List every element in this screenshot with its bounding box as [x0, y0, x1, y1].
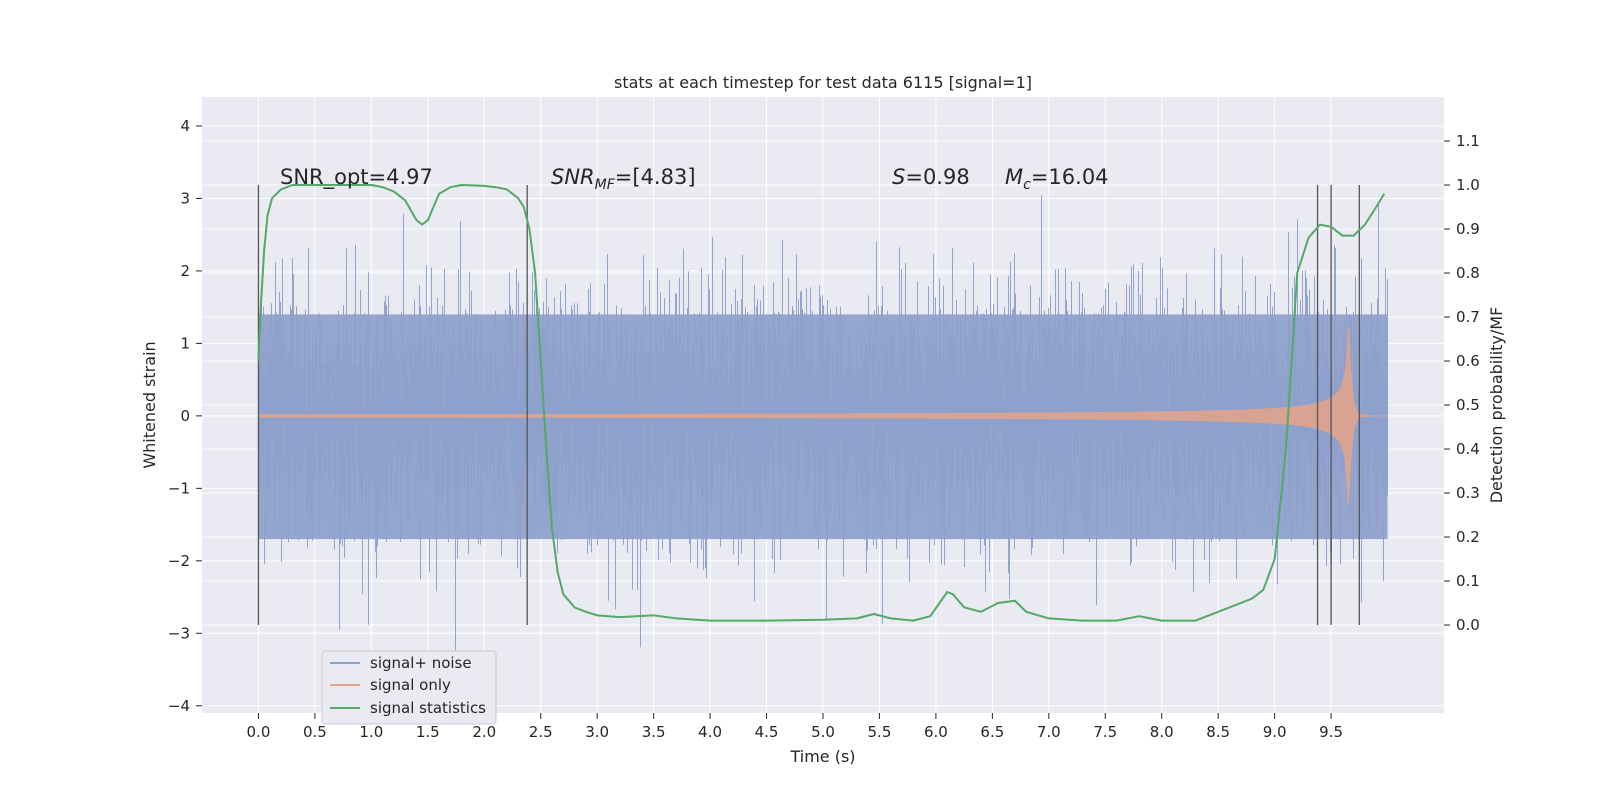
- series-signal-noise: [258, 195, 1388, 664]
- legend-label-signal-noise: signal+ noise: [370, 654, 472, 672]
- x-tick-label: 7.0: [1037, 723, 1061, 741]
- x-tick-label: 3.5: [642, 723, 666, 741]
- x-axis-label: Time (s): [789, 747, 855, 766]
- y-tick-label: 3: [180, 189, 190, 207]
- annotation-snr-opt: SNR_opt=4.97: [280, 165, 433, 190]
- y-right-tick-label: 0.0: [1456, 616, 1480, 634]
- x-tick-label: 9.5: [1319, 723, 1343, 741]
- y-tick-label: 1: [180, 334, 190, 352]
- y-tick-label: −2: [168, 552, 190, 570]
- x-tick-label: 0.5: [303, 723, 327, 741]
- x-tick-label: 1.5: [416, 723, 440, 741]
- y-axis-right-ticks: 0.0 0.1 0.2 0.3 0.4 0.5 0.6 0.7 0.8 0.9 1.0 1.1: [1444, 132, 1480, 634]
- y-axis-label: Whitened strain: [140, 341, 159, 468]
- y-tick-label: 2: [180, 262, 190, 280]
- y-tick-label: −3: [168, 624, 190, 642]
- legend-label-signal-only: signal only: [370, 676, 451, 694]
- vertical-markers: [257, 185, 1360, 625]
- series-signal-only: [257, 328, 1388, 503]
- y-right-tick-label: 1.1: [1456, 132, 1480, 150]
- y-right-tick-label: 0.4: [1456, 440, 1480, 458]
- chirp-trace: [257, 328, 1388, 503]
- x-tick-label: 6.0: [924, 723, 948, 741]
- x-tick-label: 1.0: [359, 723, 383, 741]
- y-right-tick-label: 0.1: [1456, 572, 1480, 590]
- y-axis-ticks: −4 −3 −2 −1 0 1 2 3 4: [168, 117, 202, 715]
- x-tick-label: 4.0: [698, 723, 722, 741]
- x-tick-label: 7.5: [1093, 723, 1117, 741]
- y-right-tick-label: 0.6: [1456, 352, 1480, 370]
- statistics-line: [257, 184, 1386, 622]
- x-tick-label: 2.0: [472, 723, 496, 741]
- y-tick-label: 0: [180, 407, 190, 425]
- y-right-tick-label: 0.8: [1456, 264, 1480, 282]
- y-right-tick-label: 0.7: [1456, 308, 1480, 326]
- x-tick-label: 8.5: [1206, 723, 1230, 741]
- y-right-tick-label: 0.3: [1456, 484, 1480, 502]
- x-tick-label: 0.0: [247, 723, 271, 741]
- x-tick-label: 4.5: [755, 723, 779, 741]
- x-tick-label: 2.5: [529, 723, 553, 741]
- series-signal-statistics: [257, 184, 1386, 622]
- x-tick-label: 5.0: [811, 723, 835, 741]
- x-tick-label: 9.0: [1263, 723, 1287, 741]
- x-tick-label: 6.5: [980, 723, 1004, 741]
- y-right-tick-label: 0.2: [1456, 528, 1480, 546]
- y-right-tick-label: 1.0: [1456, 176, 1480, 194]
- legend: signal+ noise signal only signal statist…: [321, 650, 497, 725]
- y-axis-right-label: Detection probability/MF: [1487, 307, 1506, 504]
- annotation-snr-mf: SNRMF=[4.83]: [551, 165, 696, 193]
- y-tick-label: 4: [180, 117, 190, 135]
- chart-title: stats at each timestep for test data 611…: [614, 73, 1032, 92]
- x-tick-label: 3.0: [585, 723, 609, 741]
- x-tick-label: 8.0: [1150, 723, 1174, 741]
- y-right-tick-label: 0.5: [1456, 396, 1480, 414]
- annotation-mc: Mc=16.04: [1005, 165, 1109, 193]
- legend-box: [321, 650, 497, 725]
- x-axis-ticks: 0.0 0.5 1.0 1.5 2.0 2.5 3.0 3.5 4.0 4.5 5.0 5.5 6.0 6…: [247, 713, 1343, 741]
- legend-label-signal-statistics: signal statistics: [370, 699, 486, 717]
- x-tick-label: 5.5: [868, 723, 892, 741]
- y-tick-label: −4: [168, 697, 190, 715]
- y-right-tick-label: 0.9: [1456, 220, 1480, 238]
- y-tick-label: −1: [168, 479, 190, 497]
- annotation-s: S=0.98: [892, 165, 970, 189]
